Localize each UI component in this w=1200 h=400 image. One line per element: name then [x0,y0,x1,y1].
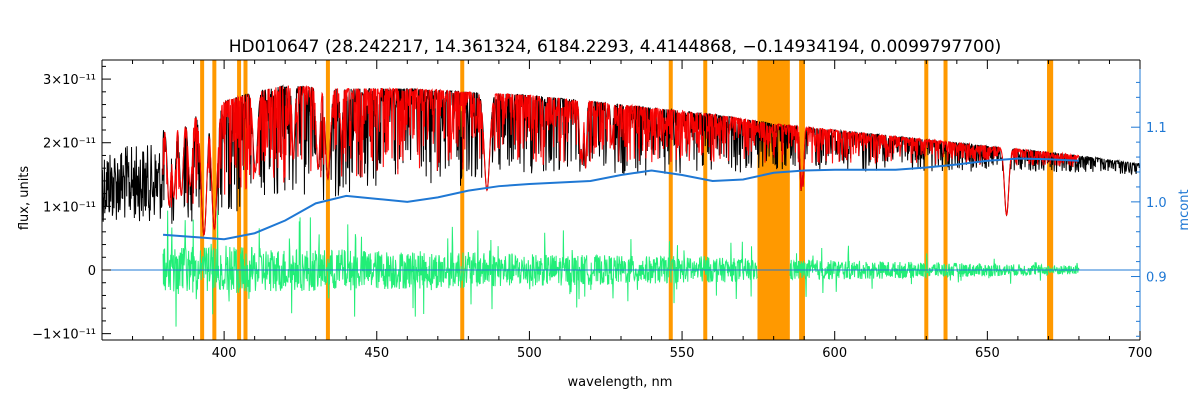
y2-tick-label: 0.9 [1146,271,1167,286]
y-tick-label: −1×10⁻¹¹ [32,328,96,343]
y-tick-label: 0 [88,264,96,279]
y2-tick-label: 1.1 [1146,121,1167,136]
continuum-line [162,157,1079,241]
x-tick-label: 650 [975,346,1000,361]
y2-tick-label: 1.0 [1146,196,1167,211]
x-tick-label: 400 [212,346,237,361]
y-axis-label: flux, units [17,166,32,231]
axes-layer: 400 450 500 550 600 650 700 −1×10⁻¹¹ 0 1×10⁻¹¹ 2×1… [32,59,1167,361]
y2-axis-label: mcont [1177,189,1192,230]
masked-line [703,60,708,340]
masked-band [757,60,790,340]
masked-line [924,60,929,340]
x-tick-label: 550 [670,346,695,361]
x-tick-label: 500 [517,346,542,361]
y-tick-label: 2×10⁻¹¹ [43,137,96,152]
x-axis-label: wavelength, nm [568,375,673,390]
masked-line [1049,60,1054,340]
residuals-line [162,210,1080,327]
y-tick-label: 1×10⁻¹¹ [43,200,96,215]
masked-line [943,60,948,340]
x-tick-label: 450 [364,346,389,361]
masked-line [668,60,673,340]
masked-line [800,60,805,340]
masked-regions [200,60,1054,340]
model-flux-line [162,85,1080,237]
y-tick-label: 3×10⁻¹¹ [43,73,96,88]
x-tick-label: 600 [822,346,847,361]
masked-line [237,60,242,340]
series-layer [101,84,1141,327]
masked-line [212,60,217,340]
masked-line [1047,60,1052,340]
chart-title: HD010647 (28.242217, 14.361324, 6184.229… [229,37,1002,57]
masked-line [460,60,465,340]
masked-line [243,60,248,340]
x-tick-label: 700 [1128,346,1153,361]
